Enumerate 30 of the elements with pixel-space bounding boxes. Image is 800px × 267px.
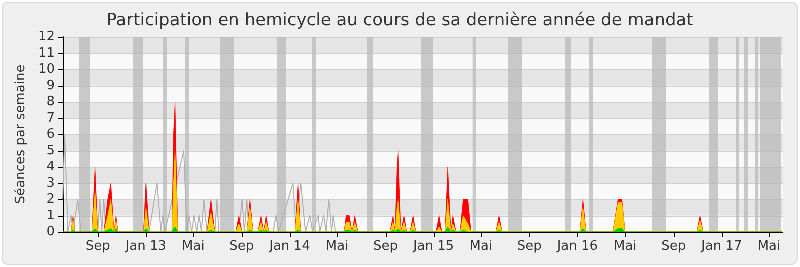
y-tick-label: 9 — [46, 78, 55, 94]
y-tick-label: 7 — [46, 110, 55, 126]
y-tick-label: 8 — [46, 94, 55, 110]
x-tick-label: Jan 16 — [556, 239, 598, 254]
x-tick-label: Sep — [86, 239, 110, 254]
x-tick-label: Jan 15 — [412, 239, 454, 254]
x-tick-label: Mai — [470, 239, 493, 254]
y-tick-label: 4 — [46, 160, 55, 174]
chart-title: Participation en hemicycle au cours de sa dernière année de mandat — [106, 10, 694, 30]
y-tick-label: 1 — [46, 208, 55, 224]
y-tick-label: 6 — [46, 127, 55, 142]
x-tick-label: Sep — [374, 239, 398, 254]
x-tick-label: Mai — [182, 239, 205, 254]
x-tick-label: Sep — [230, 239, 254, 254]
y-tick-label: 10 — [38, 62, 55, 77]
x-tick-label: Jan 14 — [268, 239, 310, 254]
x-tick-label: Jan 17 — [700, 239, 742, 254]
y-tick-label: 3 — [46, 176, 55, 191]
x-tick-label: Mai — [758, 239, 781, 254]
y-tick-label: 2 — [46, 192, 55, 207]
y-tick-label: 12 — [38, 30, 55, 44]
y-axis-title: Séances par semaine — [14, 64, 29, 204]
x-tick-label: Mai — [326, 239, 349, 254]
y-tick-label: 5 — [46, 143, 55, 158]
x-tick-label: Sep — [517, 239, 542, 254]
y-tick-label: 11 — [38, 46, 55, 61]
x-tick-label: Sep — [662, 239, 686, 254]
x-tick-label: Jan 13 — [124, 239, 167, 254]
x-tick-label: Mai — [614, 239, 637, 254]
y-tick-label: 0 — [46, 224, 55, 240]
